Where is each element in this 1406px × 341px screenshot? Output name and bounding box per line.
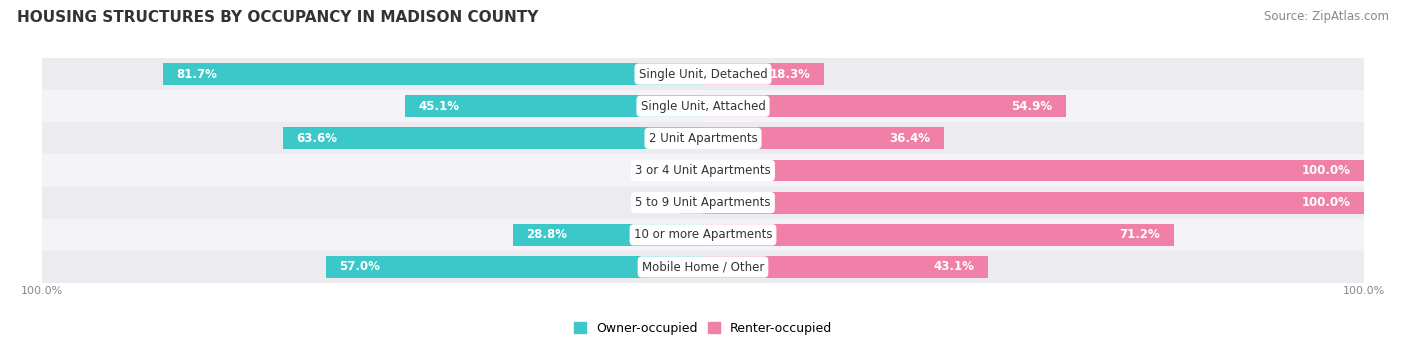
Text: 28.8%: 28.8%	[526, 228, 567, 241]
Legend: Owner-occupied, Renter-occupied: Owner-occupied, Renter-occupied	[568, 317, 838, 340]
Text: Single Unit, Attached: Single Unit, Attached	[641, 100, 765, 113]
Text: 0.0%: 0.0%	[664, 196, 693, 209]
Bar	[513, 224, 703, 246]
Bar	[42, 122, 1364, 154]
Text: Source: ZipAtlas.com: Source: ZipAtlas.com	[1264, 10, 1389, 23]
Bar	[703, 192, 1364, 213]
Bar	[163, 63, 703, 85]
Text: 36.4%: 36.4%	[890, 132, 931, 145]
Text: 43.1%: 43.1%	[934, 261, 974, 273]
Bar	[703, 128, 943, 149]
Bar	[326, 256, 703, 278]
Text: 57.0%: 57.0%	[339, 261, 381, 273]
Bar	[703, 160, 1364, 181]
Bar	[42, 90, 1364, 122]
Text: 10 or more Apartments: 10 or more Apartments	[634, 228, 772, 241]
Text: 81.7%: 81.7%	[176, 68, 217, 80]
Text: HOUSING STRUCTURES BY OCCUPANCY IN MADISON COUNTY: HOUSING STRUCTURES BY OCCUPANCY IN MADIS…	[17, 10, 538, 25]
Text: 63.6%: 63.6%	[295, 132, 337, 145]
Text: 2 Unit Apartments: 2 Unit Apartments	[648, 132, 758, 145]
Bar	[681, 192, 703, 213]
Bar	[703, 63, 824, 85]
Text: 3 or 4 Unit Apartments: 3 or 4 Unit Apartments	[636, 164, 770, 177]
Bar	[42, 251, 1364, 283]
Text: 100.0%: 100.0%	[1302, 196, 1351, 209]
Bar	[42, 154, 1364, 187]
Bar	[681, 160, 703, 181]
Text: 54.9%: 54.9%	[1011, 100, 1053, 113]
Text: Mobile Home / Other: Mobile Home / Other	[641, 261, 765, 273]
Text: 5 to 9 Unit Apartments: 5 to 9 Unit Apartments	[636, 196, 770, 209]
Bar	[703, 95, 1066, 117]
Text: 71.2%: 71.2%	[1119, 228, 1160, 241]
Text: 18.3%: 18.3%	[770, 68, 811, 80]
Text: 45.1%: 45.1%	[418, 100, 460, 113]
Bar	[42, 219, 1364, 251]
Text: Single Unit, Detached: Single Unit, Detached	[638, 68, 768, 80]
Bar	[42, 187, 1364, 219]
Bar	[405, 95, 703, 117]
Text: 0.0%: 0.0%	[664, 164, 693, 177]
Text: 100.0%: 100.0%	[1302, 164, 1351, 177]
Bar	[703, 224, 1174, 246]
Bar	[703, 256, 988, 278]
Bar	[283, 128, 703, 149]
Bar	[42, 58, 1364, 90]
